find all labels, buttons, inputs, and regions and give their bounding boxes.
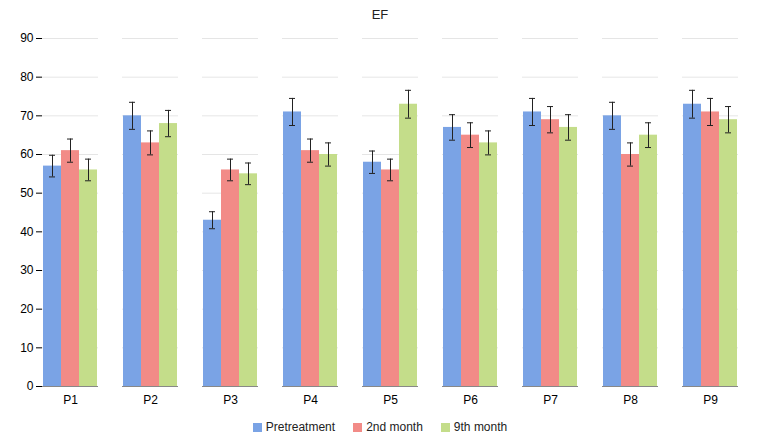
html-text:EF: EF [371,7,389,22]
svg-text:60: 60 [20,147,34,161]
svg-text:P5: P5 [383,393,398,407]
html-text:Pretreatment: Pretreatment [265,420,336,434]
svg-text:P8: P8 [623,393,638,407]
svg-text:P4: P4 [303,393,318,407]
html-text:9th month: 9th month [453,420,508,434]
svg-text:10: 10 [20,341,34,355]
svg-text:0: 0 [27,379,34,393]
svg-text:30: 30 [20,263,34,277]
svg-text:90: 90 [20,31,34,45]
svg-text:P7: P7 [543,393,558,407]
svg-text:40: 40 [20,225,34,239]
html-text:2nd month: 2nd month [366,420,423,434]
svg-text:P6: P6 [463,393,478,407]
svg-text:50: 50 [20,186,34,200]
svg-text:P1: P1 [63,393,78,407]
svg-text:80: 80 [20,70,34,84]
svg-text:20: 20 [20,302,34,316]
svg-text:70: 70 [20,109,34,123]
svg-text:P9: P9 [703,393,718,407]
svg-text:P2: P2 [143,393,158,407]
svg-text:P3: P3 [223,393,238,407]
